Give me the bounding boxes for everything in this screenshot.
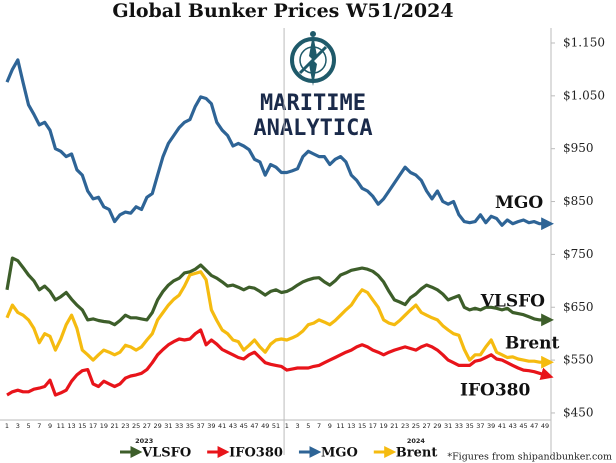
x-tick-label: 3 [295,422,299,430]
x-group-label: 2023 [135,437,153,445]
x-tick-label: 39 [487,422,495,430]
x-tick-label: 5 [26,422,30,430]
x-tick-label: 23 [121,422,129,430]
x-group-label: 2024 [407,437,426,445]
x-tick-label: 43 [509,422,517,430]
x-tick-label: 47 [530,422,538,430]
series-label: Brent [505,334,560,354]
x-tick-label: 41 [218,422,226,430]
y-tick-label: $550 [563,353,594,367]
y-tick-label: $950 [563,141,594,155]
x-tick-label: 11 [57,422,65,430]
legend-label: MGO [321,446,358,461]
x-tick-label: 15 [358,422,366,430]
x-tick-label: 17 [89,422,97,430]
logo-text: ANALYTICA [253,116,372,141]
x-tick-label: 19 [379,422,387,430]
chart-title: Global Bunker Prices W51/2024 [112,0,453,22]
series-line [5,58,554,231]
x-tick-label: 7 [317,422,321,430]
series-line [5,270,554,369]
x-tick-label: 31 [164,422,172,430]
x-tick-label: 7 [37,422,41,430]
x-tick-label: 9 [48,422,52,430]
x-tick-label: 23 [401,422,409,430]
x-tick-label: 43 [229,422,237,430]
x-tick-label: 41 [498,422,506,430]
x-tick-label: 45 [519,422,527,430]
x-tick-label: 31 [444,422,452,430]
x-tick-label: 37 [476,422,484,430]
x-tick-label: 11 [336,422,344,430]
y-tick-label: $1.150 [563,35,605,49]
x-tick-label: 1 [5,422,9,430]
x-tick-label: 15 [78,422,86,430]
x-tick-label: 21 [110,422,118,430]
x-tick-label: 27 [422,422,430,430]
x-tick-label: 13 [67,422,75,430]
x-tick-label: 17 [369,422,377,430]
y-tick-label: $850 [563,194,594,208]
x-tick-label: 3 [16,422,20,430]
series-line [6,328,554,397]
logo-text: MARITIME [260,91,366,116]
x-tick-label: 5 [306,422,310,430]
series-line [5,256,554,327]
series-label: VLSFO [480,291,545,311]
x-tick-label: 13 [347,422,355,430]
x-tick-label: 39 [207,422,215,430]
x-tick-label: 37 [197,422,205,430]
x-tick-label: 49 [541,422,549,430]
x-tick-label: 35 [186,422,194,430]
legend-label: IFO380 [229,446,283,461]
x-tick-label: 1 [285,422,289,430]
x-tick-label: 51 [272,422,280,430]
series-label: IFO380 [460,380,530,400]
source-note: *Figures from shipandbunker.com [447,452,612,463]
series-label: MGO [495,193,543,213]
x-tick-label: 25 [412,422,420,430]
x-tick-label: 9 [328,422,332,430]
x-tick-label: 29 [153,422,161,430]
x-tick-label: 49 [261,422,269,430]
x-tick-label: 47 [250,422,258,430]
x-tick-label: 35 [466,422,474,430]
x-tick-label: 27 [143,422,151,430]
y-tick-label: $750 [563,247,594,261]
legend-label: Brent [396,446,438,461]
logo-icon [290,31,336,86]
y-tick-label: $650 [563,300,594,314]
x-tick-label: 25 [132,422,140,430]
x-tick-label: 45 [240,422,248,430]
x-tick-label: 33 [455,422,463,430]
y-tick-label: $1.050 [563,88,605,102]
x-tick-label: 29 [433,422,441,430]
x-tick-label: 33 [175,422,183,430]
x-tick-label: 21 [390,422,398,430]
x-tick-label: 19 [100,422,108,430]
y-tick-label: $450 [563,405,594,419]
legend-label: VLSFO [141,446,191,461]
